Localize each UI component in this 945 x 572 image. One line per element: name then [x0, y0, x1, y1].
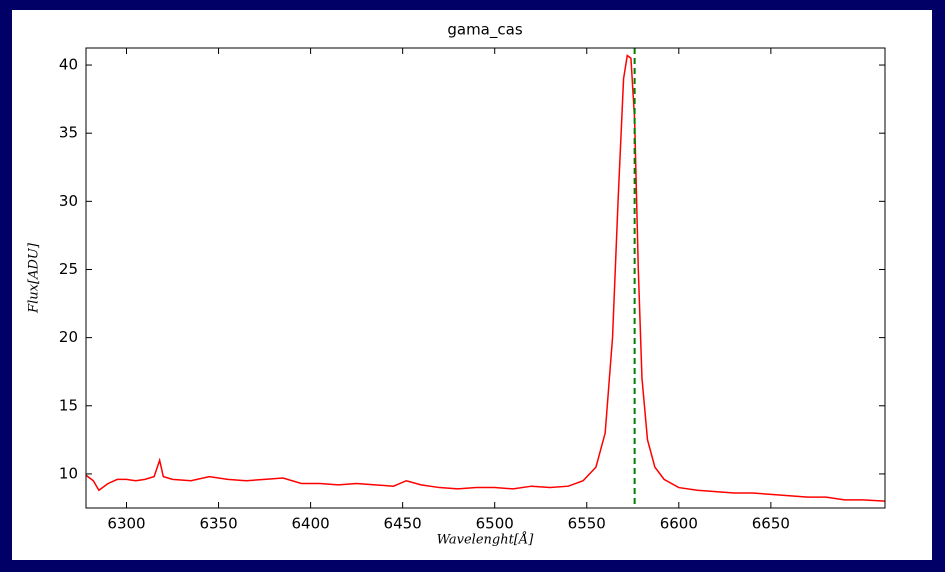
y-tick-label: 25 — [59, 260, 78, 278]
x-axis-label: Wavelenght[Å] — [437, 532, 535, 548]
x-tick-label: 6650 — [752, 515, 790, 533]
y-tick-label: 15 — [59, 396, 78, 414]
y-tick-label: 10 — [59, 464, 78, 482]
x-tick-label: 6500 — [476, 515, 514, 533]
x-tick-label: 6400 — [292, 515, 330, 533]
x-tick-label: 6600 — [660, 515, 698, 533]
y-axis-label: Flux[ADU] — [27, 242, 42, 314]
x-tick-label: 6350 — [199, 515, 237, 533]
plot-frame — [85, 47, 886, 509]
y-tick-label: 30 — [59, 192, 78, 210]
x-tick-label: 6550 — [568, 515, 606, 533]
chart-title: gama_cas — [447, 21, 522, 40]
x-tick-label: 6300 — [107, 515, 145, 533]
y-tick-label: 40 — [59, 56, 78, 74]
panel — [12, 10, 932, 560]
spectrum-line — [86, 54, 885, 502]
y-tick-label: 35 — [59, 124, 78, 142]
x-tick-label: 6450 — [384, 515, 422, 533]
y-tick-label: 20 — [59, 328, 78, 346]
